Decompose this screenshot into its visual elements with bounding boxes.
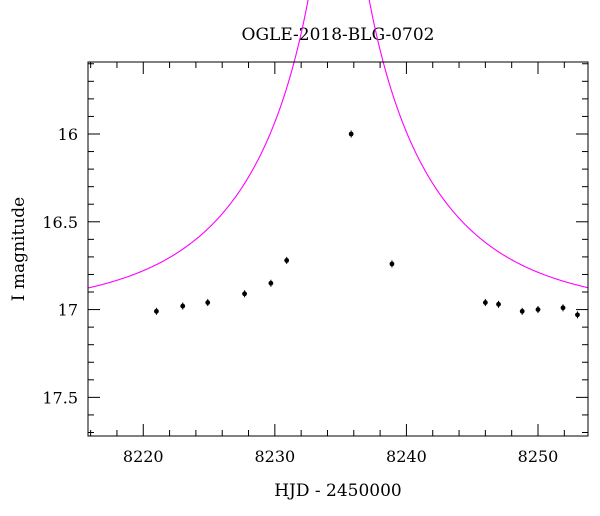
- x-tick-label: 8230: [254, 447, 295, 466]
- data-point: [180, 303, 186, 309]
- data-point: [205, 300, 211, 305]
- data-point: [496, 301, 501, 307]
- data-point: [482, 300, 488, 305]
- x-axis-label: HJD - 2450000: [274, 481, 402, 501]
- x-tick-label: 8250: [518, 447, 559, 466]
- x-tick-label: 8220: [123, 447, 164, 466]
- data-point: [268, 280, 274, 286]
- data-point: [348, 131, 354, 137]
- data-point: [389, 261, 395, 267]
- plot-frame: [87, 61, 589, 437]
- model-curve: [87, 0, 589, 289]
- chart-title: OGLE-2018-BLG-0702: [242, 25, 435, 45]
- y-axis-label: I magnitude: [9, 197, 29, 301]
- data-point: [284, 258, 290, 263]
- y-tick-label: 17: [58, 301, 78, 320]
- data-point: [154, 308, 159, 314]
- y-tick-label: 16: [58, 125, 78, 144]
- data-points-layer: [154, 130, 580, 319]
- data-point: [575, 312, 580, 318]
- y-tick-label: 17.5: [42, 388, 78, 407]
- model-curve-layer: [87, 0, 589, 289]
- data-point: [535, 307, 541, 312]
- y-tick-label: 16.5: [42, 213, 78, 232]
- data-point: [560, 305, 566, 311]
- data-point: [519, 308, 525, 314]
- axis-ticks: 8220 8230 8240 8250 16 16.5 17 17.5: [42, 62, 588, 466]
- x-tick-label: 8240: [386, 447, 427, 466]
- data-point: [242, 291, 247, 297]
